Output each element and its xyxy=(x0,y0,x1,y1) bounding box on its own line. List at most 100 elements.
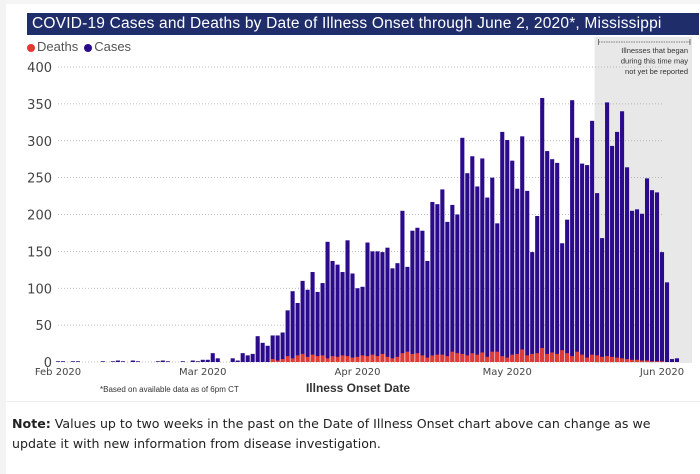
x-axis-label: Illness Onset Date xyxy=(306,381,410,395)
bar-cases xyxy=(630,210,635,362)
bar-deaths xyxy=(290,358,295,362)
bar-deaths xyxy=(295,355,300,362)
bar-cases xyxy=(160,360,165,362)
bar-cases xyxy=(460,137,465,362)
bar-cases xyxy=(664,282,670,362)
unreported-annotation-text: during this time may xyxy=(621,57,688,66)
bar-cases xyxy=(585,165,590,362)
unreported-annotation-text: not yet be reported xyxy=(625,67,688,76)
bar-cases xyxy=(455,214,460,362)
bar-cases xyxy=(430,201,435,362)
bar-cases xyxy=(470,156,475,362)
bar-cases xyxy=(505,140,510,362)
bar-cases xyxy=(475,186,480,362)
bar-cases xyxy=(485,197,490,362)
bar-deaths xyxy=(630,359,635,362)
bar-cases xyxy=(405,266,410,362)
bar-cases xyxy=(305,289,310,362)
page-top-border xyxy=(6,0,700,4)
bar-cases xyxy=(659,252,665,362)
bar-cases xyxy=(255,336,260,362)
bar-deaths xyxy=(654,361,660,362)
bar-cases xyxy=(480,158,485,362)
bar-cases xyxy=(639,213,645,362)
bar-cases xyxy=(615,131,620,362)
chart-plot: Illnesses that began during this time may… xyxy=(27,37,692,395)
legend-item-deaths[interactable]: Deaths xyxy=(27,39,78,54)
bar-cases xyxy=(265,345,270,362)
note-text: Values up to two weeks in the past on th… xyxy=(12,416,651,451)
unreported-annotation-text: Illnesses that began xyxy=(621,46,688,55)
x-tick-label: Jun 2020 xyxy=(639,367,684,378)
bar-cases xyxy=(75,361,81,362)
bar-deaths xyxy=(520,349,525,362)
bar-cases xyxy=(215,358,220,362)
bar-cases xyxy=(300,280,305,362)
bar-cases xyxy=(495,223,500,362)
bar-cases xyxy=(195,361,200,362)
bar-deaths xyxy=(620,358,625,362)
bar-cases xyxy=(555,162,560,362)
bar-deaths xyxy=(270,359,275,362)
bar-cases xyxy=(315,291,320,362)
bar-cases xyxy=(325,241,330,362)
y-tick-label: 50 xyxy=(35,319,52,334)
bar-deaths xyxy=(445,356,450,362)
bar-cases xyxy=(465,173,470,362)
x-tick-label: Apr 2020 xyxy=(335,367,381,378)
page-left-border xyxy=(0,0,6,474)
cases-dot-icon xyxy=(84,43,93,52)
bar-deaths xyxy=(385,356,390,362)
legend-item-cases[interactable]: Cases xyxy=(84,39,131,54)
note-paragraph: Note: Values up to two weeks in the past… xyxy=(12,414,692,454)
bar-cases xyxy=(654,192,660,362)
bar-deaths xyxy=(320,355,325,362)
bar-cases xyxy=(625,167,630,362)
bar-deaths xyxy=(545,353,550,362)
bar-deaths xyxy=(485,356,490,362)
bar-cases xyxy=(210,353,215,362)
note-label: Note: xyxy=(12,416,51,431)
bar-cases xyxy=(450,204,455,362)
bar-cases xyxy=(370,251,375,362)
bar-deaths xyxy=(420,355,425,362)
bar-deaths xyxy=(649,361,655,362)
chart-title: COVID-19 Cases and Deaths by Date of Ill… xyxy=(27,13,699,35)
x-tick-label: May 2020 xyxy=(483,367,532,378)
bar-deaths xyxy=(625,359,630,362)
bar-deaths xyxy=(659,361,665,362)
bar-deaths xyxy=(560,350,565,362)
bar-deaths xyxy=(345,356,350,362)
bar-cases xyxy=(240,353,245,362)
bar-cases xyxy=(280,332,285,362)
bar-deaths xyxy=(310,354,315,362)
bar-cases xyxy=(515,188,520,362)
bar-deaths xyxy=(360,355,365,362)
y-tick-label: 250 xyxy=(27,172,52,187)
bar-deaths xyxy=(465,355,470,362)
bar-cases xyxy=(380,252,385,362)
bar-cases xyxy=(130,360,135,362)
bar-deaths xyxy=(325,358,330,362)
bar-cases xyxy=(425,260,430,362)
chart-legend: Deaths Cases xyxy=(27,39,131,54)
bar-deaths xyxy=(605,356,610,362)
footnote: *Based on available data as of 6pm CT xyxy=(100,385,239,394)
bar-deaths xyxy=(550,352,555,362)
bar-cases xyxy=(440,189,445,362)
bar-cases xyxy=(500,131,505,362)
bar-cases xyxy=(165,361,170,362)
bar-deaths xyxy=(405,351,410,362)
bar-deaths xyxy=(300,353,305,362)
section-divider xyxy=(6,401,700,402)
bar-deaths xyxy=(565,353,570,362)
bar-deaths xyxy=(440,354,445,362)
bar-cases xyxy=(180,361,185,362)
x-tick-label: Feb 2020 xyxy=(35,367,81,378)
bar-cases xyxy=(420,230,425,362)
bar-cases xyxy=(669,359,675,362)
bar-deaths xyxy=(305,356,310,362)
bar-cases xyxy=(435,204,440,362)
bar-deaths xyxy=(515,353,520,362)
bar-cases xyxy=(580,163,585,362)
